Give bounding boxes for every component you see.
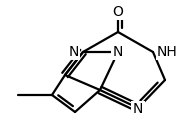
Text: N: N [113, 45, 123, 59]
Text: N: N [69, 45, 79, 59]
Text: N: N [133, 102, 143, 116]
Text: NH: NH [157, 45, 178, 59]
Text: O: O [113, 5, 123, 19]
